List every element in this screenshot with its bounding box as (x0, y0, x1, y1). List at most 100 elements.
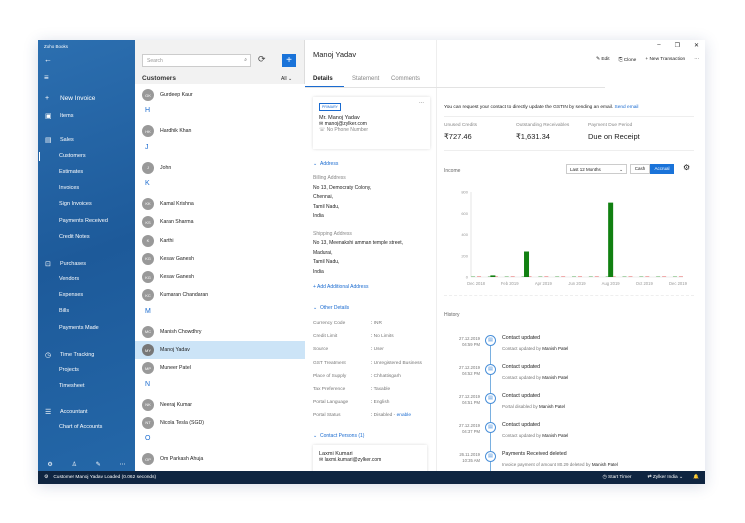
org-switcher[interactable]: ⇄ Zylker India ⌄ (647, 475, 684, 480)
more-icon[interactable]: ⋯ (694, 57, 699, 62)
sidebar-item-vendors[interactable]: Vendors (59, 276, 80, 282)
refresh-icon[interactable]: ⟳ (258, 54, 266, 64)
new-transaction-button[interactable]: + New Transaction (645, 57, 686, 62)
overview-panel: – ❐ ✕ ✎ Edit ⎘ Clone + New Transaction ⋯ Y… (437, 40, 705, 476)
card-more-icon[interactable]: ⋯ (419, 100, 424, 106)
history-description: Contact updated by Manish Patel (502, 433, 569, 438)
detail-field: Portal Language: English (313, 400, 390, 406)
address-section-toggle[interactable]: ⌄ Address (313, 161, 339, 167)
history-title: Contact updated (502, 393, 541, 399)
list-item[interactable]: OP Om Parkash Ahuja (135, 450, 305, 468)
maximize-icon[interactable]: ❐ (674, 43, 680, 49)
list-item[interactable]: J John (135, 159, 305, 177)
sidebar-item-chart-of-accounts[interactable]: Chart of Accounts (59, 424, 103, 430)
avatar: NK (142, 398, 154, 411)
plus-icon: + (45, 95, 50, 102)
detail-field: Tax Preference: Taxable (313, 387, 391, 392)
shipping-address-line: Madurai, (313, 249, 333, 256)
tab-details[interactable]: Details (305, 71, 344, 87)
list-item[interactable]: K Karthi (135, 232, 305, 250)
sidebar-item-sales[interactable]: ▤ Sales (45, 137, 74, 144)
sidebar-item-estimates[interactable]: Estimates (59, 169, 84, 175)
sidebar: Zoho Books ← ≡ + New Invoice ▣ Items ▤ Sales C… (38, 40, 135, 471)
history-event-icon: ▤ (485, 451, 496, 462)
list-item[interactable]: NT Nicola Tesla (SGD) (135, 414, 305, 432)
avatar: K (142, 234, 154, 247)
minimize-icon[interactable]: – (657, 42, 661, 48)
sidebar-item-sign-invoices[interactable]: Sign Invoices (59, 201, 92, 207)
stat-card: Unused Credits ₹727.46 (444, 123, 478, 141)
list-item[interactable]: GK Gurdeep Kaur (135, 86, 305, 104)
add-customer-button[interactable]: + (282, 54, 296, 67)
address-block: Billing Address No 13, Democraty Colony,… (313, 174, 438, 293)
settings-icon[interactable]: ⚙ (47, 462, 53, 468)
letter-header: H (145, 107, 151, 115)
sidebar-item-projects[interactable]: Projects (59, 367, 79, 373)
y-tick-label: 200 (461, 253, 468, 258)
bar-mar-2019[interactable] (524, 251, 530, 278)
sidebar-item-purchases[interactable]: ⊡ Purchases (45, 261, 86, 268)
sidebar-item-payments-made[interactable]: Payments Made (59, 325, 99, 331)
list-item[interactable]: KG Kesav Ganesh (135, 250, 305, 268)
sidebar-item-time-tracking[interactable]: ◷ Time Tracking (45, 352, 95, 359)
tab-statement[interactable]: Statement (352, 76, 380, 82)
contact-persons-toggle[interactable]: ⌄ Contact Persons (1) (313, 433, 365, 439)
sidebar-item-new-invoice[interactable]: + New Invoice (45, 95, 96, 102)
stat-card: Payment Due Period Due on Receipt (588, 123, 640, 141)
income-chart: 0 200 400 600 800 Dec 2018 Feb 2019 Apr 2019 Jun… (461, 190, 687, 287)
list-item[interactable]: MY Manoj Yadav (135, 341, 305, 359)
sidebar-item-customers[interactable]: Customers (39, 151, 86, 161)
avatar: J (142, 161, 154, 174)
edit-button[interactable]: ✎ Edit (595, 57, 610, 62)
list-item[interactable]: MC Manish Chowdhry (135, 323, 305, 341)
enable-portal-link[interactable]: enable (396, 413, 412, 419)
history-event-icon: ▤ (485, 393, 496, 404)
timeline-line (490, 336, 491, 476)
bar-aug-2019[interactable] (608, 202, 614, 277)
add-address-link[interactable]: + Add Additional Address (313, 284, 369, 290)
contacts-icon[interactable]: ✎ (95, 462, 101, 468)
list-item[interactable]: KC Kumaran Chandaran (135, 286, 305, 304)
x-tick-label: Aug 2019 (602, 281, 621, 286)
list-item[interactable]: HK Hardhik Khan (135, 122, 305, 140)
avatar: MC (142, 325, 154, 338)
letter-header: N (145, 380, 151, 388)
tab-comments[interactable]: Comments (391, 76, 421, 82)
sidebar-item-invoices[interactable]: Invoices (59, 185, 80, 191)
sidebar-item-accountant[interactable]: ☰ Accountant (45, 409, 88, 416)
back-icon[interactable]: ← (44, 55, 52, 64)
history-date: 27.12.2019 04:59 PM (459, 336, 480, 347)
list-item[interactable]: KG Kesav Ganesh (135, 268, 305, 286)
list-item[interactable]: NK Neeraj Kumar (135, 396, 305, 414)
chart-settings-icon[interactable]: ⚙ (683, 163, 691, 172)
notification-icon[interactable]: 🔔 (693, 475, 699, 480)
cash-toggle[interactable]: Cash (630, 164, 650, 174)
start-timer-button[interactable]: ◷ Start Timer (602, 475, 632, 480)
accrual-toggle[interactable]: Accrual (650, 164, 674, 174)
sidebar-item-bills[interactable]: Bills (59, 308, 70, 314)
history-title: Payments Received deleted (502, 451, 567, 457)
bar-jan-2019[interactable] (490, 275, 496, 277)
user-icon[interactable]: ♙ (71, 462, 77, 468)
list-item[interactable]: KS Karan Sharma (135, 213, 305, 231)
sidebar-item-credit-notes[interactable]: Credit Notes (59, 234, 90, 240)
search-input[interactable]: Search ⌕ (142, 54, 251, 67)
history-description: Invoice payment of amount 80.29 deleted … (502, 462, 618, 467)
clone-button[interactable]: ⎘ Clone (618, 58, 637, 63)
status-bar: ⚙ Customer Manoj Yadav Loaded (0.062 sec… (38, 471, 705, 484)
other-details-toggle[interactable]: ⌄ Other Details (313, 305, 350, 311)
filter-dropdown[interactable]: All ⌄ (281, 76, 293, 82)
more-icon[interactable]: ⋯ (119, 462, 126, 468)
send-email-link[interactable]: Send email (614, 105, 639, 110)
sidebar-item-payments-received[interactable]: Payments Received (59, 218, 108, 224)
close-icon[interactable]: ✕ (693, 43, 699, 49)
contact-email[interactable]: manoj@zylker.com (324, 121, 367, 127)
menu-icon[interactable]: ≡ (44, 73, 49, 82)
letter-header: K (145, 179, 150, 187)
sidebar-item-items[interactable]: ▣ Items (45, 113, 74, 120)
sidebar-item-expenses[interactable]: Expenses (59, 292, 84, 298)
period-dropdown[interactable]: Last 12 Months ⌄ (566, 164, 627, 174)
sidebar-item-timesheet[interactable]: Timesheet (59, 383, 85, 389)
list-item[interactable]: MP Muneer Patel (135, 359, 305, 377)
list-item[interactable]: KK Kamal Krishna (135, 195, 305, 213)
